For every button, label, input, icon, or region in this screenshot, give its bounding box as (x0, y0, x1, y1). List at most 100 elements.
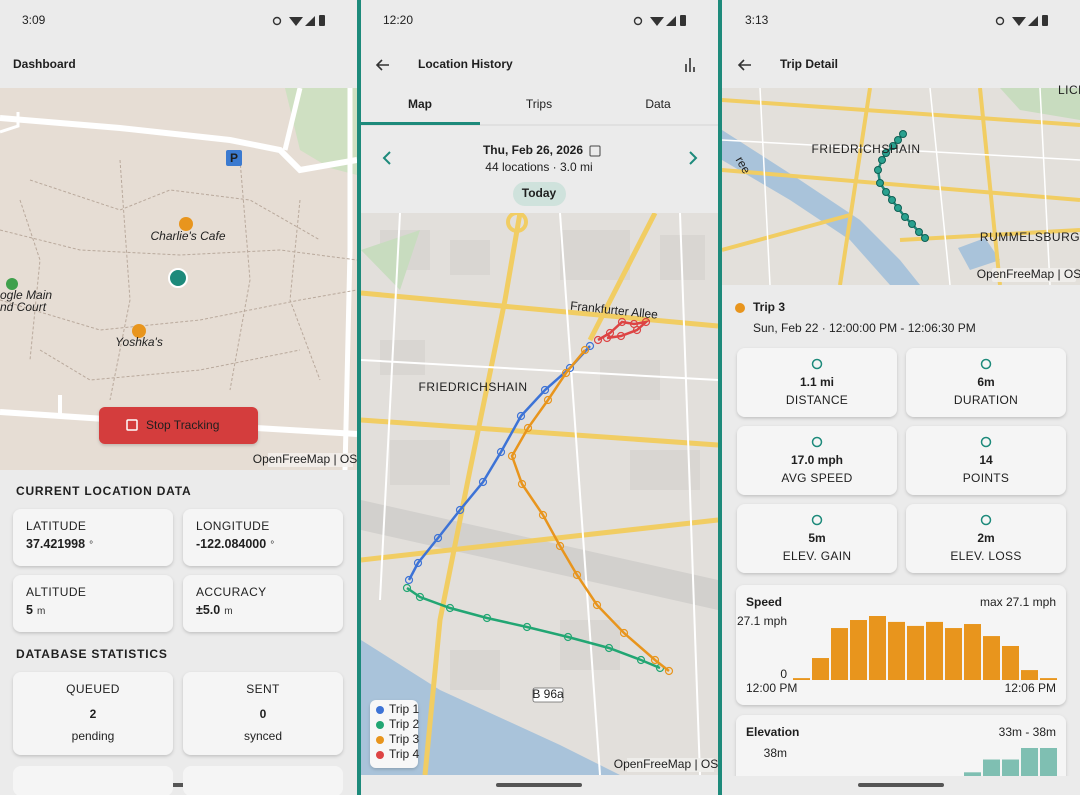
trip-point (889, 142, 897, 150)
trip-point (522, 622, 532, 632)
stat-label: DISTANCE (786, 393, 848, 407)
map-attribution: OpenFreeMap | OSM (614, 757, 729, 771)
trip-time-range: Sun, Feb 22 · 12:00:00 PM - 12:06:30 PM (753, 321, 976, 335)
trip-point (616, 331, 626, 341)
bar (1040, 748, 1057, 776)
bar (964, 772, 981, 776)
tab-indicator (361, 122, 480, 125)
trip-point (561, 368, 571, 378)
bar (869, 616, 886, 680)
trip-point (882, 149, 890, 157)
status-time: 3:09 (22, 13, 46, 27)
trip-detail-screen: 3:13 Trip Detail FRIEDRICHSHAIN RUMMELSBURG… (733, 13, 1080, 776)
tab[interactable]: Map (408, 97, 432, 111)
trip-point (915, 228, 923, 236)
card-label: ACCURACY (196, 585, 267, 599)
legend-dot (376, 706, 384, 714)
stat-label: ELEV. GAIN (783, 549, 852, 563)
legend-dot (376, 721, 384, 729)
trip-color-dot (735, 303, 745, 313)
trip-point (455, 505, 465, 515)
stat-card (183, 766, 343, 795)
stat-icon (980, 358, 992, 370)
bar (1002, 759, 1019, 776)
next-day[interactable] (689, 151, 698, 165)
tab[interactable]: Data (645, 97, 671, 111)
map-label: nd Court (0, 300, 47, 314)
trip-point (619, 628, 629, 638)
wifi-icon (1012, 17, 1026, 26)
chart-subtitle: max 27.1 mph (980, 595, 1056, 609)
screen-title: Location History (418, 57, 513, 71)
back-button[interactable] (375, 59, 389, 71)
map (361, 213, 718, 775)
location-icon (272, 16, 282, 26)
trip-point (650, 655, 660, 665)
day-summary: 44 locations · 3.0 mi (485, 160, 592, 174)
trip-point (636, 655, 646, 665)
stats-button[interactable] (685, 58, 695, 72)
stat-value: 2 (90, 707, 97, 721)
section-title: DATABASE STATISTICS (16, 647, 168, 661)
stat-card (906, 348, 1066, 417)
value: -122.084000 (196, 537, 266, 551)
stat-caption: synced (244, 729, 282, 743)
trip-point (482, 613, 492, 623)
location-icon (633, 16, 643, 26)
dashboard-screen: 3:09 Dashboard Charlie's Cafe Yoshka's ogle … (0, 13, 357, 795)
trip-point (540, 385, 550, 395)
trip-point (572, 570, 582, 580)
card-label: LATITUDE (26, 519, 86, 533)
map-attribution: OpenFreeMap | OSM (977, 267, 1080, 281)
stat-card (906, 504, 1066, 573)
stat-value: 14 (979, 453, 993, 467)
legend-label: Trip 2 (389, 717, 420, 731)
trip-point (433, 533, 443, 543)
trip-point (894, 136, 902, 144)
stat-label: DURATION (954, 393, 1018, 407)
bar (907, 625, 924, 680)
bar (831, 628, 848, 680)
chip-label[interactable]: Today (522, 186, 557, 200)
stop-tracking-button[interactable] (99, 407, 258, 444)
trip-point (413, 558, 423, 568)
trip-point (517, 479, 527, 489)
location-card (183, 575, 343, 632)
legend-dot (376, 736, 384, 744)
map-label: FRIEDRICHSHAIN (811, 142, 920, 156)
button-label[interactable]: Stop Tracking (146, 418, 219, 432)
bar (812, 658, 829, 680)
value: ±5.0 (196, 603, 220, 617)
section-title: CURRENT LOCATION DATA (16, 484, 191, 498)
back-button[interactable] (737, 59, 751, 71)
bar (888, 621, 905, 680)
location-card (183, 509, 343, 566)
stat-card (906, 426, 1066, 495)
wifi-icon (650, 17, 664, 26)
trip-point (516, 411, 526, 421)
trip-point (445, 603, 455, 613)
stat-icon (980, 514, 992, 526)
card-value: -122.084000 ° (196, 537, 274, 551)
tab[interactable]: Trips (526, 97, 552, 111)
chart-title: Speed (746, 595, 782, 609)
stat-value: 17.0 mph (791, 453, 843, 467)
prev-day[interactable] (382, 151, 391, 165)
value: 5 (26, 603, 33, 617)
stat-card (13, 766, 173, 795)
y-tick-label: 38m (764, 746, 787, 760)
card-label: ALTITUDE (26, 585, 86, 599)
value: 37.421998 (26, 537, 85, 551)
trip-point (580, 345, 590, 355)
trip-point (882, 188, 890, 196)
unit: ° (270, 540, 274, 551)
today-chip[interactable] (513, 182, 566, 206)
stat-value: 5m (808, 531, 825, 545)
stat-value: 2m (977, 531, 994, 545)
trip-point (894, 204, 902, 212)
trip-point (632, 325, 642, 335)
trip-path (510, 349, 670, 672)
stat-label: SENT (246, 682, 280, 696)
legend-label: Trip 1 (389, 702, 420, 716)
